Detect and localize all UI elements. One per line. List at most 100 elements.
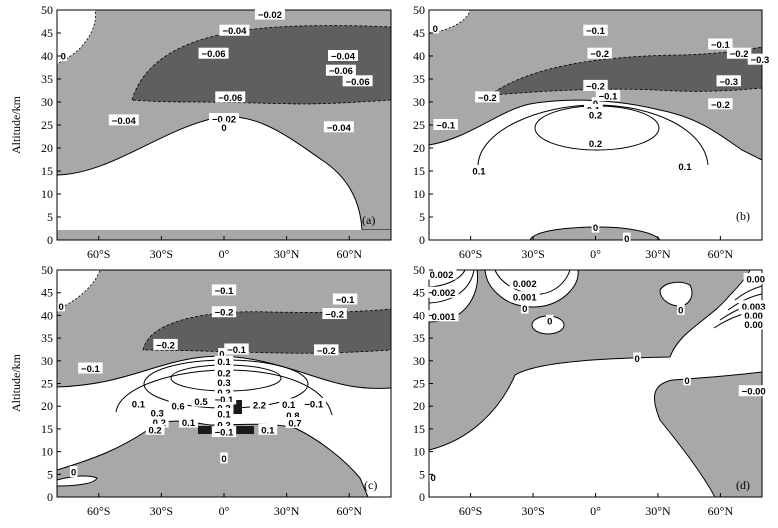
contour-label-background (283, 409, 303, 421)
contour-label: 0 (634, 354, 639, 365)
panel-c-ytick-label: 15 (41, 422, 53, 436)
panel-c-xtick-label: 30°S (150, 504, 173, 518)
panel-c-xtick-label: 60°S (87, 504, 110, 518)
panel-b-ytick-label: 40 (413, 49, 425, 63)
contour-label: 0.3 (151, 409, 164, 420)
panel-b-positive-region (429, 99, 762, 240)
panel-a-label: (a) (362, 213, 375, 227)
contour-label-background (211, 393, 237, 405)
panel-c-hotspot-center (232, 400, 242, 414)
contour-label: 0 (431, 473, 436, 484)
contour-label: 0.1 (182, 418, 196, 429)
panel-c-ytick-label: 35 (41, 331, 53, 345)
panel-a-ytick-label: 10 (41, 187, 53, 201)
contour-label: −0.04 (222, 26, 247, 37)
contour-label: 0 (221, 123, 226, 134)
panel-d-ytick-label: 45 (413, 286, 425, 300)
contour-label: 0 (59, 302, 64, 313)
contour-label-background (509, 291, 540, 303)
contour-label: 0.00 (744, 311, 763, 322)
contour-label-background (129, 397, 148, 409)
panel-d-fields (429, 270, 762, 497)
panel-c: 0−0.1−0.1−0.2 −0.2−0.2 −0.1 −0.200.1−0.1 0.2… (41, 263, 392, 518)
contour-label: −0.06 (329, 66, 353, 77)
panel-c-ytick-label: 10 (41, 445, 53, 459)
y-axis-title-top: Altitude/km (9, 95, 23, 154)
contour-label: 0 (522, 304, 527, 315)
panel-a-ytick-label: 30 (41, 95, 53, 109)
panel-a-y-axis: 0 5 10 15 20 25 30 35 40 45 50 (41, 3, 61, 247)
contour-label-background (211, 306, 237, 318)
contour-label-background (198, 47, 229, 59)
contour-label: 0 (593, 223, 598, 234)
panel-d-upper-right-contour-1 (734, 285, 762, 301)
panel-b-ytick-label: 25 (413, 118, 425, 132)
contour-label-background (332, 293, 358, 305)
contour-label-background (211, 284, 237, 296)
contour-label-background (220, 121, 228, 133)
panel-a-ytick-label: 20 (41, 141, 53, 155)
panel-a-x-axis: 60°S 30°S 0° 30°N 60°N (87, 236, 362, 261)
contour-label-background (258, 423, 278, 435)
y-axis-title-bottom: Altitude/km (9, 353, 23, 412)
panel-d-right-positive (659, 281, 693, 307)
contour-label: −0.2 (317, 346, 336, 357)
panel-c-xtick-label: 0° (219, 504, 230, 518)
contour-label-background (591, 97, 600, 109)
contour-label-background (214, 376, 234, 388)
contour-label-background (747, 53, 773, 65)
contour-label: 0.00 (744, 320, 763, 331)
contour-label: 0 (219, 349, 224, 360)
panel-c-y-axis: 0 5 10 15 20 25 30 35 40 45 50 (41, 263, 61, 504)
panel-c-xtick-label: 60°N (337, 504, 363, 518)
panel-d-xtick-label: 0° (590, 504, 601, 518)
panel-c-hotspot-right (232, 426, 254, 434)
panel-c-label: (c) (364, 478, 377, 492)
contour-label-background (583, 24, 608, 36)
contour-label: −0.1 (711, 40, 730, 51)
contour-label: −0.2 (478, 93, 497, 104)
contour-label-background (153, 338, 178, 350)
contour-label-background (475, 91, 500, 103)
panel-c-ytick-label: 50 (41, 263, 53, 277)
contour-label-background (520, 302, 529, 314)
contour-label: −0.06 (218, 93, 242, 104)
contour-label-background (214, 386, 234, 398)
contour-label: 0.1 (217, 409, 231, 420)
panel-a-contour-labels: −0.02−0.04−0.06 −0.04−0.06−0.06−0.06−0.04… (59, 8, 373, 134)
contour-label: −0.02 (258, 10, 282, 21)
panel-b-xtick-label: 60°S (459, 247, 482, 261)
panel-b-fields (429, 10, 762, 240)
contour-label-background (738, 385, 769, 397)
contour-label-background (716, 75, 741, 87)
contour-label: −0.2 (325, 310, 344, 321)
panel-a-xtick-label: 30°N (274, 247, 300, 261)
contour-label-background (78, 362, 103, 374)
contour-label: 0.8 (286, 411, 299, 422)
panel-a-xtick-label: 60°S (87, 247, 110, 261)
contour-label-background (583, 79, 608, 91)
contour-label-background (426, 268, 457, 280)
panel-d-xtick-label: 30°N (645, 504, 671, 518)
contour-label: −0.2 (586, 81, 605, 92)
contour-label-background (191, 395, 211, 407)
panel-b-ytick-label: 5 (419, 210, 425, 224)
panel-d-positive-region (429, 270, 762, 497)
panel-c-ytick-label: 20 (41, 399, 53, 413)
panel-b-ytick-label: 50 (413, 3, 425, 17)
panel-c-ytick-label: 40 (41, 308, 53, 322)
contour-label: 0.00 (747, 275, 766, 286)
panel-d-inner-contour-2 (429, 270, 466, 288)
contour-label: 0.3 (217, 378, 230, 389)
contour-label-background (431, 22, 440, 34)
contour-label: 0 (678, 305, 683, 316)
contour-label: −0.1 (215, 395, 234, 406)
contour-label: −0.02 (212, 115, 236, 126)
contour-label-background (214, 402, 234, 414)
panel-b-ytick-label: 10 (413, 187, 425, 201)
panel-c-hotspot-left (198, 426, 220, 434)
contour-label-background (428, 286, 459, 298)
panel-d-ytick-label: 40 (413, 308, 425, 322)
panel-b-y-axis: 0 5 10 15 20 25 30 35 40 45 50 (413, 3, 433, 247)
panel-d-xtick-label: 60°S (459, 504, 482, 518)
